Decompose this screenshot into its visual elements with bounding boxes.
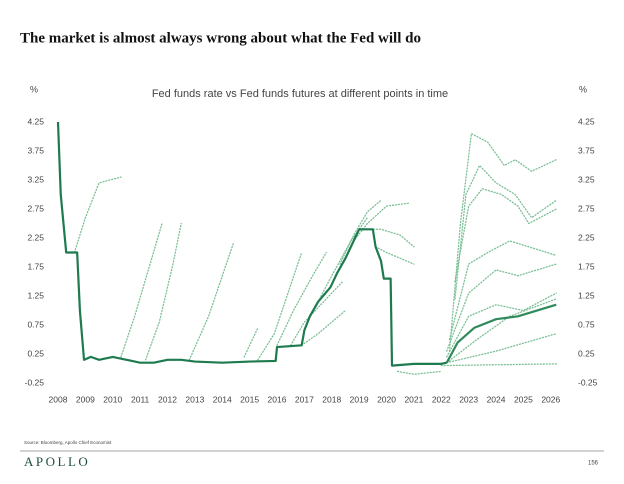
y2-tick-label: 3.25 <box>578 174 595 184</box>
y2-tick-label: 2.75 <box>578 203 595 213</box>
futures-line <box>339 199 382 265</box>
futures-line <box>257 251 303 361</box>
y2-tick-label: -0.25 <box>578 377 598 387</box>
y2-tick-label: 1.25 <box>578 290 595 300</box>
futures-line <box>120 222 163 358</box>
futures-line <box>440 363 557 367</box>
x-tick-label: 2012 <box>158 394 177 404</box>
y-tick-label: 4.25 <box>27 116 44 126</box>
futures-line <box>454 188 557 283</box>
x-tick-label: 2009 <box>76 394 95 404</box>
source-note: Source: Bloomberg, Apollo Chief Economis… <box>24 440 112 445</box>
y-tick-label: 1.25 <box>27 290 44 300</box>
x-tick-label: 2019 <box>350 394 369 404</box>
y-tick-label: -0.25 <box>25 377 45 387</box>
y-tick-label: 1.75 <box>27 261 44 271</box>
x-tick-label: 2022 <box>432 394 451 404</box>
futures-line <box>276 251 327 346</box>
futures-line <box>446 298 557 364</box>
futures-line <box>446 292 557 358</box>
x-tick-label: 2014 <box>213 394 232 404</box>
x-tick-label: 2025 <box>514 394 533 404</box>
futures-line <box>448 132 557 352</box>
y2-tick-label: 3.75 <box>578 145 595 155</box>
y-tick-label: 3.25 <box>27 174 44 184</box>
y-tick-label: 0.25 <box>27 348 44 358</box>
page-title: The market is almost always wrong about … <box>20 30 421 46</box>
futures-line <box>301 309 347 346</box>
rate-line <box>56 121 447 367</box>
x-tick-label: 2013 <box>185 394 204 404</box>
brand: APOLLO <box>24 454 90 469</box>
futures-line <box>363 228 415 248</box>
futures-line <box>454 164 557 300</box>
futures-line <box>448 240 557 341</box>
futures-line <box>188 243 234 361</box>
x-tick-label: 2026 <box>541 394 560 404</box>
futures-line <box>144 222 182 361</box>
x-tick-label: 2023 <box>459 394 478 404</box>
futures-line <box>374 246 415 265</box>
x-tick-label: 2016 <box>268 394 287 404</box>
futures-line <box>396 370 442 375</box>
y-unit: % <box>30 84 38 94</box>
y2-tick-label: 2.25 <box>578 232 595 242</box>
futures-line <box>446 333 557 364</box>
x-tick-label: 2021 <box>404 394 423 404</box>
x-tick-label: 2020 <box>377 394 396 404</box>
page-number: 156 <box>588 461 599 467</box>
futures-line <box>73 176 122 254</box>
x-tick-label: 2015 <box>240 394 259 404</box>
rate-line <box>445 303 557 364</box>
x-tick-label: 2024 <box>487 394 506 404</box>
futures-line <box>290 280 344 346</box>
chart-title: Fed funds rate vs Fed funds futures at d… <box>152 88 448 100</box>
y2-unit: % <box>579 84 587 94</box>
y2-tick-label: 0.25 <box>578 348 595 358</box>
x-tick-label: 2018 <box>322 394 341 404</box>
x-tick-label: 2011 <box>131 394 150 404</box>
futures-line <box>243 327 259 358</box>
y2-tick-label: 4.25 <box>578 116 595 126</box>
y-tick-label: 2.75 <box>27 203 44 213</box>
y2-tick-label: 0.75 <box>578 319 595 329</box>
y-tick-label: 0.75 <box>27 319 44 329</box>
x-tick-label: 2010 <box>103 394 122 404</box>
y-tick-label: 3.75 <box>27 145 44 155</box>
x-tick-label: 2008 <box>49 394 68 404</box>
y-tick-label: 2.25 <box>27 232 44 242</box>
x-tick-label: 2017 <box>295 394 314 404</box>
y2-tick-label: 1.75 <box>578 261 595 271</box>
